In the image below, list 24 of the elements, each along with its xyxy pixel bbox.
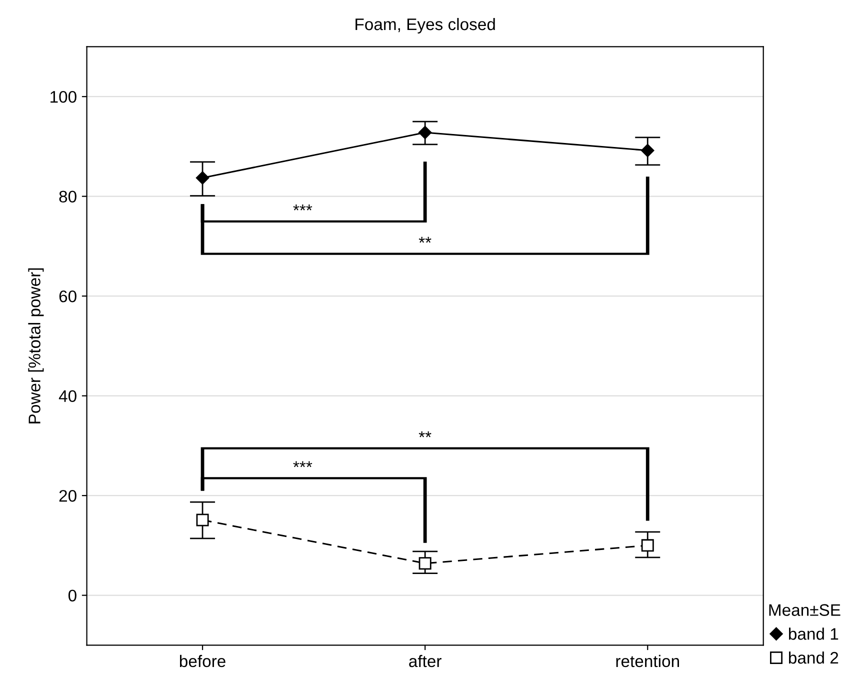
- y-axis-title: Power [%total power]: [28, 268, 44, 424]
- annotation: ***: [293, 204, 312, 210]
- point: [641, 539, 654, 552]
- y-tick-label: 80: [59, 190, 76, 203]
- annotation: **: [418, 236, 432, 243]
- point: [418, 126, 432, 140]
- chart-title: Foam, Eyes closed: [356, 18, 495, 34]
- annotation: **: [418, 431, 432, 438]
- y-tick-label: 40: [58, 390, 76, 402]
- y-tick-label: 0: [68, 590, 76, 602]
- x-tick-label: after: [409, 654, 442, 668]
- point: [641, 144, 654, 158]
- legend-title: Mean±SE: [769, 604, 840, 616]
- y-tick-label: 20: [59, 490, 76, 502]
- y-tick-label: 60: [59, 290, 76, 302]
- legend-label: band 1: [789, 628, 838, 640]
- point: [196, 171, 210, 184]
- x-tick-label: before: [180, 654, 226, 668]
- y-tick-label: 100: [50, 90, 76, 103]
- point: [196, 514, 209, 526]
- x-tick-label: retention: [616, 654, 679, 668]
- point: [418, 557, 432, 570]
- legend-label: band 2: [789, 651, 838, 664]
- annotation: ***: [293, 461, 312, 468]
